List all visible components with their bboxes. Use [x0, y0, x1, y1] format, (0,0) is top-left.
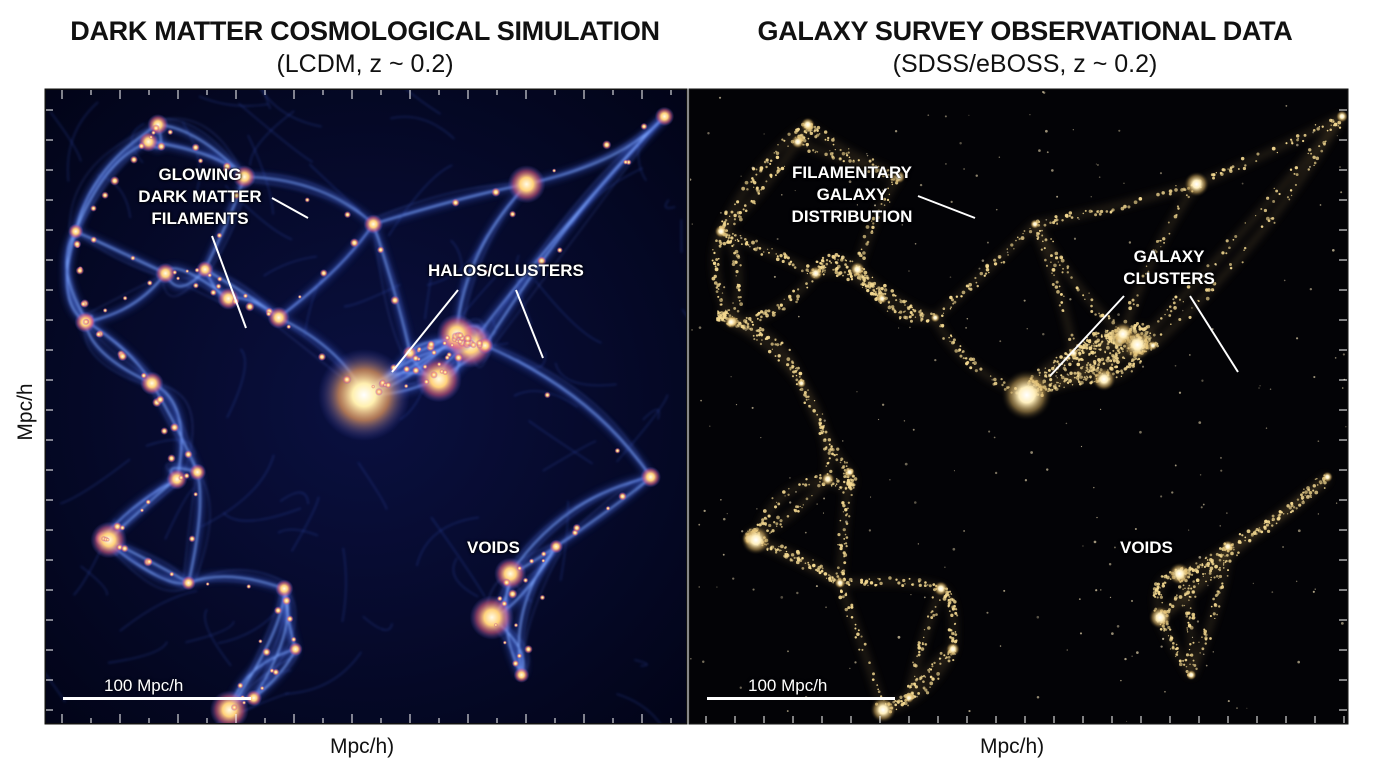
annotation-galaxy-clusters: GALAXY CLUSTERS	[1123, 247, 1215, 288]
leader-line-filaments-b	[211, 235, 247, 329]
dark-matter-web-image	[46, 90, 686, 723]
left-panel-subtitle: (LCDM, z ~ 0.2)	[276, 50, 454, 78]
leader-line-galaxy-filaments	[917, 195, 976, 219]
annotation-voids-right: VOIDS	[1120, 538, 1173, 557]
annotation-voids-left: VOIDS	[467, 538, 520, 557]
right-panel-title: GALAXY SURVEY OBSERVATIONAL DATA	[757, 16, 1293, 46]
leader-line-halos-b	[515, 289, 544, 359]
scale-bar-label-left: 100 Mpc/h	[104, 676, 184, 695]
simulation-panel: GLOWING DARK MATTER FILAMENTS HALOS/CLUS…	[46, 90, 686, 723]
leader-line-halos	[391, 289, 459, 373]
x-axis-label-left: Mpc/h)	[330, 735, 395, 758]
scale-bar-label-right: 100 Mpc/h	[748, 676, 828, 695]
survey-panel: FILAMENTARY GALAXY DISTRIBUTION GALAXY C…	[690, 90, 1347, 723]
leader-line-filaments-a	[271, 197, 309, 219]
leader-line-galaxy-clusters-b	[1189, 295, 1239, 373]
x-axis-label-right: Mpc/h)	[980, 735, 1045, 758]
annotation-halos-clusters: HALOS/CLUSTERS	[428, 261, 584, 280]
left-panel-title: DARK MATTER COSMOLOGICAL SIMULATION	[70, 16, 660, 46]
right-panel-subtitle: (SDSS/eBOSS, z ~ 0.2)	[892, 50, 1158, 78]
scale-bar-right	[707, 697, 895, 700]
scale-bar-left	[63, 697, 251, 700]
galaxy-survey-image	[690, 90, 1347, 723]
annotation-filamentary-galaxy-distribution: FILAMENTARY GALAXY DISTRIBUTION	[791, 163, 913, 226]
annotation-dark-matter-filaments: GLOWING DARK MATTER FILAMENTS	[138, 165, 262, 228]
leader-line-galaxy-clusters-a	[1049, 295, 1125, 377]
